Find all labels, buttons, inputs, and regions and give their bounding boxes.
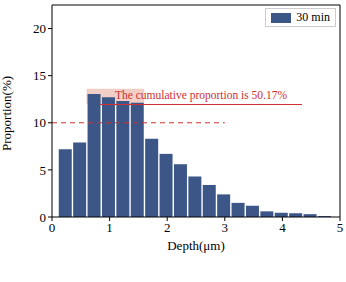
svg-text:0: 0 <box>49 220 56 235</box>
svg-text:5: 5 <box>40 163 47 178</box>
svg-text:Depth(μm): Depth(μm) <box>167 238 225 253</box>
svg-text:0: 0 <box>40 210 47 225</box>
svg-text:5: 5 <box>337 220 338 235</box>
svg-text:20: 20 <box>33 21 46 36</box>
svg-text:15: 15 <box>33 68 46 83</box>
html-text:30 min: 30 min <box>296 10 330 24</box>
svg-text:1: 1 <box>106 220 113 235</box>
svg-text:3: 3 <box>222 220 229 235</box>
html-text:The cumulative proportion is 5: The cumulative proportion is 50.17% <box>114 89 288 101</box>
svg-text:Proportion(%): Proportion(%) <box>8 76 14 151</box>
svg-text:10: 10 <box>33 115 46 130</box>
svg-text:2: 2 <box>164 220 171 235</box>
svg-text:4: 4 <box>279 220 286 235</box>
